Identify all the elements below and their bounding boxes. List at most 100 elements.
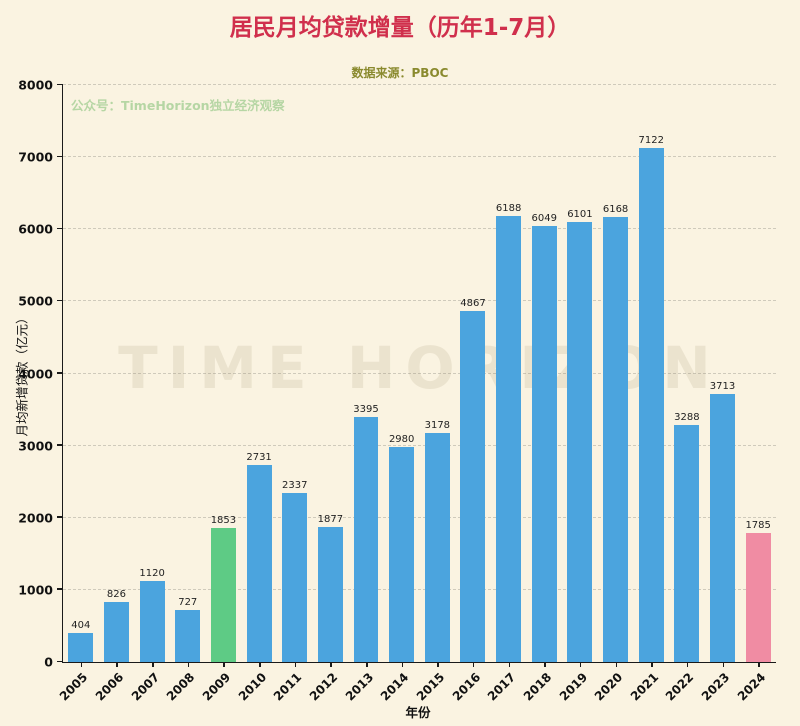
x-tick-mark — [508, 662, 511, 667]
bar-2022 — [674, 424, 700, 662]
gridline — [63, 84, 776, 85]
x-tick-mark — [437, 662, 439, 667]
x-tick-label: 2012 — [306, 670, 341, 704]
bar-value-label: 1853 — [210, 515, 237, 527]
bar-2006 — [103, 602, 129, 662]
x-tick-label: 2023 — [698, 670, 733, 704]
bar-2010 — [246, 465, 272, 662]
bar-2019 — [567, 221, 593, 662]
x-tick-mark — [686, 662, 689, 667]
x-tick-mark — [722, 662, 724, 667]
data-source-label: 数据来源：PBOC — [351, 66, 449, 80]
x-tick-label: 2016 — [449, 670, 483, 704]
x-tick-mark — [116, 662, 118, 667]
bar-slot-2015: 3178 2015 — [414, 85, 456, 704]
x-tick-label: 2020 — [591, 670, 626, 704]
x-tick-label: 2007 — [128, 670, 163, 704]
x-tick-mark — [259, 662, 261, 667]
bar-value-label: 6101 — [567, 208, 593, 220]
x-tick-mark — [366, 662, 368, 667]
x-tick-label: 2005 — [57, 670, 91, 704]
y-tick-label: 3000 — [18, 438, 53, 454]
bar-2020 — [603, 217, 629, 662]
y-tick-mark — [57, 227, 63, 230]
bar-slot-2023: 3713 2023 — [699, 85, 741, 703]
bar-value-label: 1120 — [139, 568, 165, 580]
bar-2005 — [68, 632, 94, 662]
bar-2015 — [424, 432, 450, 662]
bar-2016 — [460, 310, 486, 662]
bar-value-label: 2337 — [281, 480, 308, 492]
gridline — [63, 516, 776, 518]
bar-2024 — [745, 533, 771, 662]
gridline — [63, 228, 776, 230]
y-tick-label: 6000 — [18, 221, 53, 237]
y-tick-mark — [57, 444, 63, 446]
y-axis-label: 月均新增贷款（亿元） — [14, 310, 30, 437]
y-tick-mark — [57, 372, 63, 374]
x-tick-mark — [294, 662, 297, 667]
bar-slot-2020: 6168 2020 — [592, 85, 634, 703]
x-tick-mark — [80, 662, 83, 667]
x-axis-label: 年份 — [405, 705, 431, 720]
gridline — [63, 156, 776, 158]
bar-slot-2008: 727 2008 — [164, 85, 206, 704]
chart-title: 居民月均贷款增量（历年1-7月） — [229, 15, 571, 41]
bar-value-label: 1785 — [745, 520, 771, 532]
bar-value-label: 1877 — [317, 513, 344, 525]
bar-2011 — [282, 493, 308, 662]
gridline — [63, 444, 776, 446]
bar-slot-2018: 6049 2018 — [521, 85, 562, 704]
x-tick-label: 2024 — [734, 670, 769, 704]
bar-slot-2017: 6188 2017 — [485, 85, 527, 704]
bar-value-label: 6188 — [495, 202, 522, 214]
x-tick-mark — [758, 662, 760, 667]
x-tick-label: 2011 — [271, 670, 305, 704]
bar-value-label: 7122 — [638, 135, 664, 147]
bar-value-label: 6168 — [602, 204, 629, 216]
x-tick-label: 2009 — [199, 670, 234, 704]
bar-value-label: 3288 — [674, 411, 700, 423]
gridline — [63, 300, 776, 302]
y-tick-mark — [57, 588, 63, 590]
bar-slot-2006: 826 2006 — [93, 85, 135, 704]
x-tick-mark — [401, 662, 404, 667]
x-tick-mark — [615, 662, 618, 667]
x-tick-mark — [152, 662, 154, 667]
bar-2007 — [139, 581, 165, 662]
x-tick-mark — [472, 662, 475, 667]
bar-value-label: 727 — [178, 596, 198, 608]
y-tick-label: 8000 — [18, 77, 53, 93]
bar-2021 — [638, 148, 664, 662]
x-tick-label: 2015 — [413, 670, 448, 704]
bar-slot-2024: 1785 2024 — [735, 85, 776, 703]
bar-slot-2014: 2980 2014 — [378, 85, 420, 703]
x-tick-mark — [651, 662, 653, 667]
bar-slot-2011: 2337 2011 — [271, 85, 313, 703]
bar-2017 — [496, 215, 522, 662]
x-tick-mark — [330, 662, 332, 667]
bar-slot-2019: 6101 2019 — [556, 85, 598, 704]
bar-2008 — [175, 609, 201, 662]
bar-slot-2016: 4867 2016 — [449, 85, 491, 704]
bar-value-label: 6049 — [531, 212, 557, 224]
bar-value-label: 2980 — [388, 434, 415, 446]
bar-slot-2022: 3288 2022 — [663, 85, 705, 704]
bar-value-label: 4867 — [460, 297, 486, 309]
x-tick-label: 2008 — [164, 670, 198, 704]
bar-2013 — [353, 417, 379, 662]
x-tick-label: 2022 — [663, 670, 697, 704]
bar-slot-2012: 1877 2012 — [307, 85, 349, 704]
bar-slot-2013: 3395 2013 — [342, 85, 384, 703]
bar-value-label: 3395 — [353, 404, 379, 416]
bar-2014 — [389, 447, 415, 662]
bar-value-label: 3178 — [424, 419, 451, 431]
bar-2018 — [531, 225, 557, 662]
x-tick-mark — [579, 662, 582, 667]
bar-2009 — [210, 528, 236, 662]
plot-area: 公众号：TimeHorizon独立经济观察 TIME HORIZON 0 1000… — [15, 78, 776, 704]
y-tick-label: 0 — [44, 654, 53, 670]
x-tick-label: 2014 — [378, 670, 412, 704]
y-tick-label: 5000 — [18, 293, 53, 309]
